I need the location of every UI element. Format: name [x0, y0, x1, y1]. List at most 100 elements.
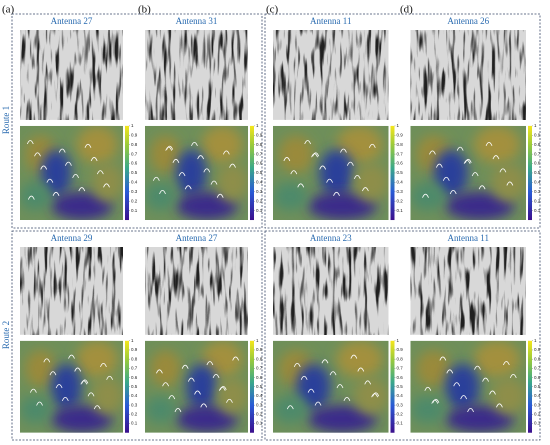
heat-blob: [20, 182, 51, 211]
heat-blob: [474, 125, 521, 164]
hyperbola: [106, 375, 113, 380]
hyperbola: [90, 157, 98, 162]
colorbar-tick-label: 0.6: [131, 161, 138, 166]
panel-box: [11, 13, 263, 229]
hyperbola: [304, 140, 312, 145]
colorbar-tick-label: 0.9: [397, 132, 404, 137]
radargram: [410, 247, 526, 335]
colorbar-tick-label: 0.2: [131, 412, 138, 417]
colorbar: [250, 340, 254, 433]
hyperbola: [506, 181, 514, 186]
colorbar-tick-label: 0.6: [534, 375, 541, 380]
colorbar-tick-label: 0.2: [397, 412, 404, 417]
colorbar-tick-label: 0.4: [397, 180, 404, 185]
hyperbola: [439, 356, 447, 361]
colorbar-tick-label: 0.7: [534, 151, 541, 156]
hyperbola: [460, 395, 467, 400]
hyperbola: [492, 155, 500, 160]
colorbar-tick-label: 0.8: [397, 356, 404, 361]
radargram: [410, 30, 526, 120]
hyperbola: [333, 191, 340, 196]
heat-blob: [278, 135, 314, 173]
hyperbola: [159, 190, 166, 195]
radargram: [145, 247, 248, 335]
hyperbola: [30, 388, 37, 393]
hyperbola: [200, 403, 208, 408]
hyperbola: [482, 377, 489, 382]
hyperbola: [343, 396, 351, 402]
colorbar-tick-label: 1: [256, 338, 259, 343]
hyperbola: [286, 405, 294, 410]
hyperbola: [290, 170, 298, 175]
colorbar-tick-label: 0.9: [397, 347, 404, 352]
hyperbola: [474, 365, 481, 370]
hyperbola: [499, 168, 507, 173]
heat-blob: [353, 377, 389, 415]
colorbar-tick-label: 0.8: [534, 356, 541, 361]
colorbar-tick-label: 0.8: [256, 356, 263, 361]
heat-blob: [92, 377, 123, 415]
radargram: [145, 30, 248, 120]
hyperbola: [353, 174, 361, 180]
heat-blob: [474, 340, 521, 378]
radargram: [20, 30, 123, 120]
heat-blob: [217, 377, 248, 415]
colorbar-tick-label: 1: [397, 338, 400, 343]
colorbar-tick-label: 0.9: [131, 132, 138, 137]
hyperbola: [422, 193, 429, 198]
colorbar-tick-label: 0.1: [256, 421, 263, 426]
heatmap: [20, 125, 123, 221]
panel-label: (a): [2, 4, 15, 16]
heat-blob: [50, 405, 113, 433]
colorbar-tick-label: 0.1: [534, 421, 541, 426]
antenna-title: Antenna 11: [310, 16, 351, 26]
colorbar-tick-label: 0.7: [256, 366, 263, 371]
colorbar-tick-label: 0.5: [397, 384, 404, 389]
heat-blob: [273, 395, 308, 424]
colorbar-tick-label: 1: [256, 123, 259, 128]
colorbar: [528, 340, 532, 433]
colorbar-tick-label: 0.6: [256, 161, 263, 166]
colorbar-tick-label: 0.5: [534, 384, 541, 389]
hyperbola: [312, 152, 320, 157]
heat-blob: [186, 363, 218, 410]
hyperbola: [166, 145, 174, 150]
hyperbola: [36, 401, 43, 406]
hyperbola: [314, 401, 322, 406]
hyperbola: [162, 382, 169, 387]
hyperbola: [364, 380, 372, 385]
hyperbola: [46, 178, 54, 183]
hyperbola: [226, 398, 233, 403]
heatmap: [273, 125, 389, 221]
colorbar: [125, 125, 129, 221]
heat-blob: [145, 182, 176, 211]
colorbar-tick-label: 0.5: [131, 170, 138, 175]
colorbar-tick-label: 0.4: [256, 180, 263, 185]
colorbar-tick-label: 0.7: [131, 366, 138, 371]
colorbar-tick-label: 0.9: [534, 347, 541, 352]
hyperbola: [165, 146, 173, 151]
hyperbola: [52, 191, 60, 196]
hyperbola: [93, 405, 101, 410]
heat-blob: [76, 340, 118, 378]
hyperbola: [103, 183, 110, 188]
colorbar-tick-label: 0.4: [534, 180, 541, 185]
heatmap: [410, 125, 526, 221]
heat-blob: [50, 363, 82, 410]
heat-blob: [307, 191, 377, 221]
hyperbola: [191, 142, 198, 147]
hyperbola: [87, 392, 95, 397]
colorbar-tick-label: 0.3: [256, 189, 263, 194]
radargram: [273, 30, 389, 120]
colorbar-tick-label: 0.9: [256, 132, 263, 137]
hyperbola: [216, 193, 224, 198]
hyperbola: [74, 367, 82, 372]
hyperbola: [168, 395, 176, 400]
colorbar-tick-label: 0.4: [131, 180, 138, 185]
hyperbola: [232, 356, 240, 361]
hyperbola: [49, 371, 57, 376]
hyperbola: [453, 382, 461, 387]
colorbar-tick-label: 0.1: [256, 208, 263, 213]
antenna-title: Antenna 31: [176, 16, 218, 26]
